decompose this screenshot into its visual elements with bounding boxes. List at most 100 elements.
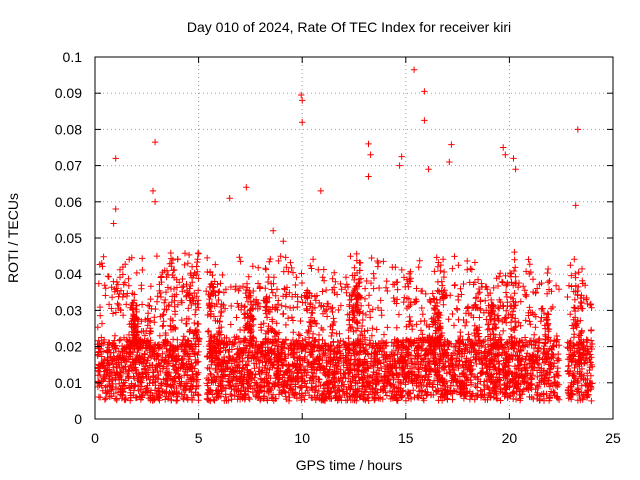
- x-tick-label: 0: [91, 430, 99, 446]
- y-tick-label: 0.08: [55, 121, 82, 137]
- data-point: [537, 318, 544, 325]
- data-point: [292, 281, 299, 289]
- data-point: [232, 286, 239, 293]
- data-point: [191, 311, 199, 318]
- data-point: [396, 162, 403, 169]
- data-point: [285, 397, 293, 405]
- data-point: [255, 264, 262, 271]
- data-point: [108, 392, 115, 400]
- data-point: [272, 395, 279, 402]
- data-point: [295, 331, 302, 338]
- data-point: [321, 308, 329, 315]
- y-tick-label: 0.02: [55, 339, 82, 355]
- y-tick-label: 0.09: [55, 85, 82, 101]
- data-point: [552, 282, 560, 289]
- data-point: [440, 301, 447, 308]
- data-point: [510, 395, 517, 403]
- data-point: [578, 292, 585, 299]
- data-point: [550, 360, 558, 367]
- data-point: [222, 286, 230, 293]
- data-point: [494, 312, 502, 319]
- data-point: [179, 336, 187, 344]
- data-point: [451, 253, 458, 260]
- data-point: [471, 396, 478, 403]
- data-point: [195, 397, 202, 404]
- data-point: [301, 396, 308, 403]
- data-point: [254, 350, 261, 357]
- data-point: [575, 283, 582, 291]
- data-point: [373, 377, 380, 384]
- data-point: [152, 364, 160, 371]
- data-point: [151, 319, 158, 326]
- data-point: [389, 264, 396, 271]
- data-point: [139, 389, 147, 396]
- data-point: [106, 393, 113, 401]
- data-point: [500, 327, 507, 335]
- data-point: [156, 362, 164, 369]
- data-point: [178, 316, 185, 324]
- data-point: [565, 362, 573, 369]
- data-point: [220, 289, 228, 296]
- data-point: [360, 396, 368, 403]
- data-point: [439, 256, 447, 263]
- data-point: [147, 387, 155, 394]
- data-point: [119, 312, 127, 319]
- data-point: [421, 117, 428, 124]
- data-point: [345, 375, 352, 382]
- data-point: [587, 372, 595, 379]
- data-point: [258, 368, 266, 376]
- data-point: [278, 302, 285, 309]
- data-point: [259, 367, 266, 374]
- data-point: [383, 339, 390, 346]
- data-point: [244, 354, 251, 361]
- data-point: [520, 342, 527, 349]
- data-point: [230, 356, 237, 363]
- data-point: [444, 338, 451, 345]
- data-point: [497, 397, 504, 404]
- data-point: [357, 344, 364, 352]
- data-point: [511, 318, 519, 325]
- data-point: [519, 388, 526, 395]
- data-point: [543, 290, 551, 297]
- data-point: [412, 298, 419, 306]
- data-point: [308, 265, 315, 272]
- data-point: [265, 273, 272, 281]
- data-point: [267, 374, 274, 382]
- data-point: [374, 257, 381, 265]
- data-point: [389, 362, 396, 370]
- data-point: [231, 340, 238, 347]
- data-point: [533, 357, 541, 364]
- data-point: [536, 396, 544, 404]
- x-tick-label: 15: [398, 430, 414, 446]
- data-point: [344, 364, 351, 372]
- data-point: [112, 395, 119, 402]
- data-point: [105, 301, 113, 308]
- data-point: [588, 326, 595, 334]
- data-point: [411, 347, 418, 354]
- data-point: [388, 339, 395, 346]
- data-point: [330, 315, 337, 322]
- data-point: [180, 333, 187, 340]
- data-point: [455, 363, 462, 370]
- data-point: [545, 361, 552, 368]
- data-point: [223, 334, 230, 341]
- data-point: [241, 390, 248, 397]
- data-point: [568, 390, 575, 397]
- data-point: [367, 279, 375, 287]
- data-point: [493, 382, 501, 389]
- data-point: [304, 387, 311, 394]
- x-tick-labels: 0 5 10 15 20 25: [91, 430, 621, 446]
- x-tick-label: 20: [502, 430, 518, 446]
- data-point: [477, 378, 484, 385]
- data-point: [552, 378, 559, 386]
- data-point: [312, 297, 319, 304]
- data-point: [100, 253, 107, 260]
- data-point: [224, 365, 231, 372]
- data-point: [466, 279, 473, 286]
- data-point: [526, 318, 533, 325]
- data-point: [369, 384, 377, 392]
- data-point: [407, 275, 414, 282]
- data-point: [337, 337, 344, 344]
- data-point: [387, 368, 394, 375]
- data-point: [383, 392, 391, 399]
